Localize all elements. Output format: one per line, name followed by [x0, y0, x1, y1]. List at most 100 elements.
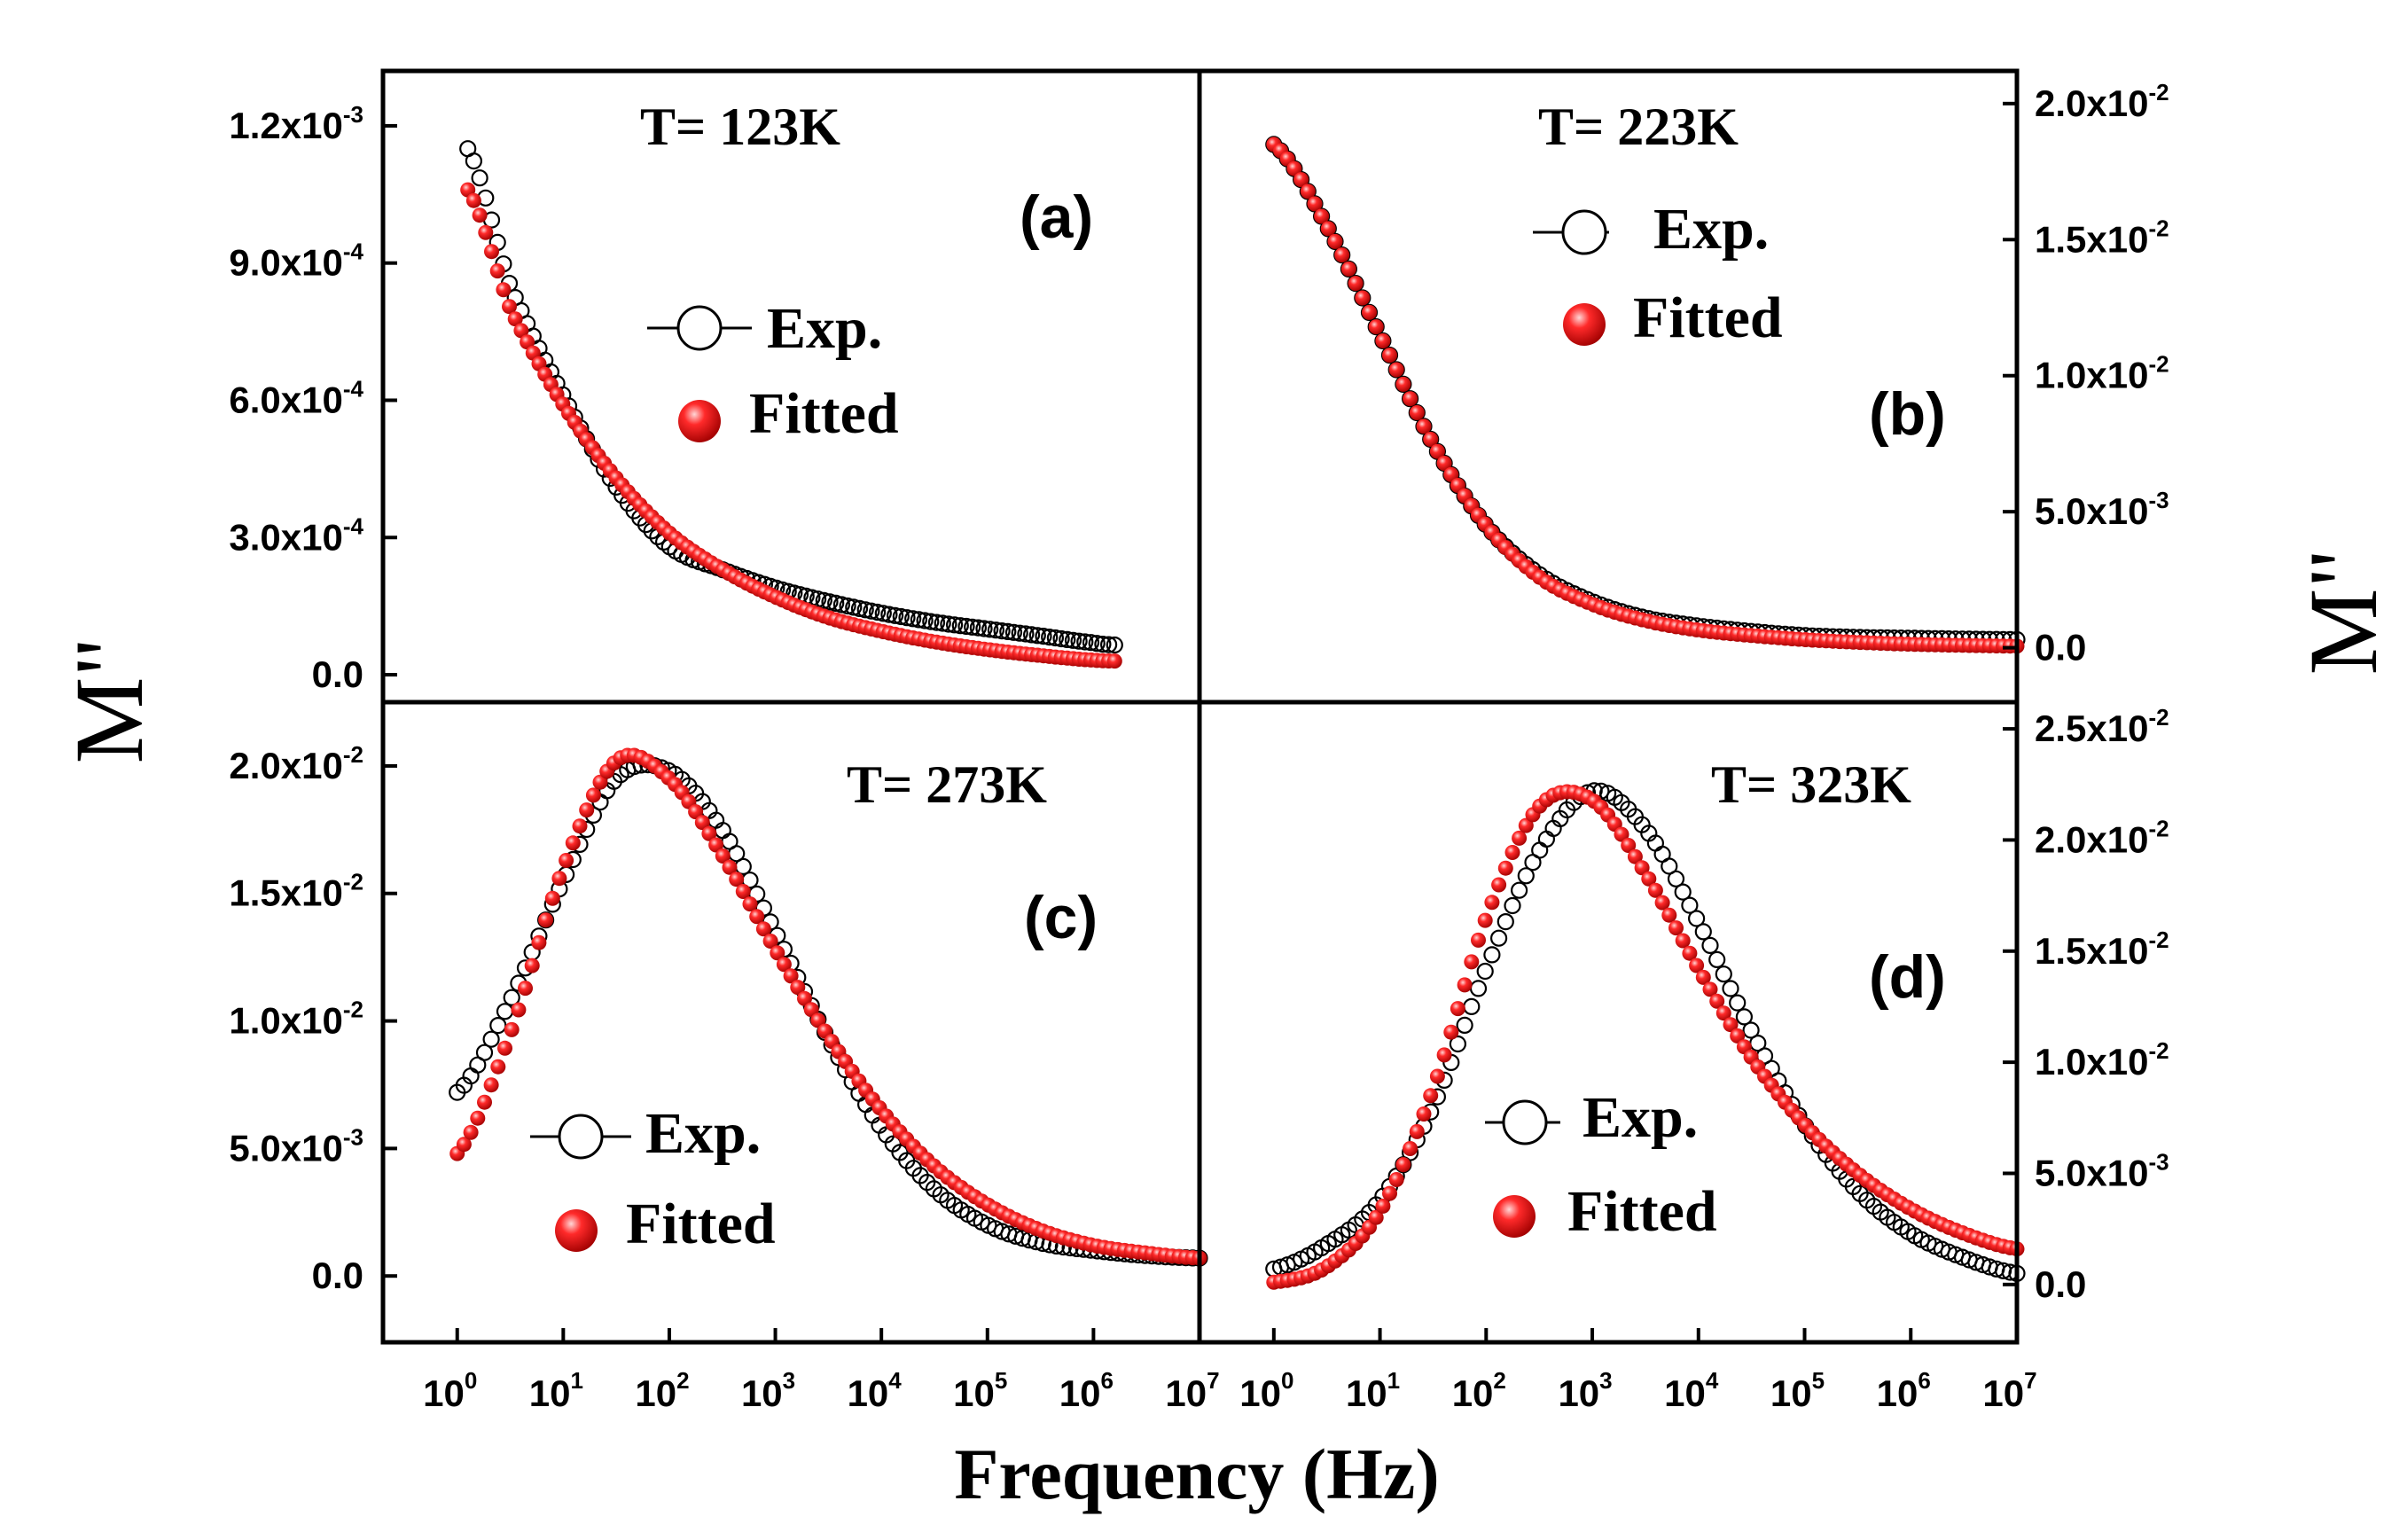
exp-point	[1742, 1021, 1760, 1039]
exp-point	[1456, 1016, 1473, 1035]
fitted-point	[1327, 233, 1343, 249]
panel-a-legend: Exp. Fitted	[647, 296, 899, 446]
fitted-point	[1382, 1185, 1397, 1201]
fitted-point	[749, 909, 765, 925]
fitted-point	[520, 334, 535, 350]
fitted-point	[1355, 290, 1371, 306]
fitted-point	[1675, 933, 1691, 949]
fitted-point	[1627, 848, 1643, 864]
fitted-point	[1668, 920, 1684, 936]
exp-point	[957, 617, 975, 636]
exp-point	[910, 611, 928, 629]
exp-point	[1035, 627, 1052, 645]
exp-point	[1106, 636, 1123, 654]
fitted-point	[490, 1059, 506, 1075]
x-tick-label: 102	[1452, 1367, 1506, 1414]
exp-point	[951, 617, 969, 635]
fitted-point	[735, 884, 751, 899]
exp-point	[821, 593, 839, 611]
x-tick-label: 100	[1239, 1367, 1293, 1414]
exp-point	[886, 606, 904, 624]
fitted-point	[463, 1124, 479, 1140]
fitted-point	[1106, 653, 1122, 669]
exp-point	[1729, 994, 1747, 1012]
exp-point	[1504, 896, 1521, 915]
exp-point	[465, 152, 483, 170]
exp-point	[475, 1044, 494, 1061]
exp-point	[868, 603, 887, 621]
exp-point	[916, 612, 934, 629]
fitted-point	[1614, 826, 1629, 842]
fitted-point	[1443, 1024, 1459, 1040]
exp-point	[1476, 962, 1494, 981]
exp-point	[1537, 830, 1556, 848]
panel-a-temperature: T= 123K	[640, 98, 840, 156]
fitted-point	[1409, 405, 1425, 420]
fitted-point	[551, 871, 567, 887]
y-tick-label: 3.0x10-4	[229, 512, 363, 558]
x-tick-label: 103	[1558, 1367, 1612, 1414]
y-tick-label: 5.0x10-3	[229, 1123, 363, 1169]
y-tick-label: 1.5x10-2	[229, 869, 363, 914]
fitted-point	[489, 263, 505, 279]
x-tick-label: 103	[741, 1367, 795, 1414]
fitted-point	[1368, 319, 1384, 335]
fitted-point	[1723, 1017, 1739, 1033]
panel-b-legend-fitted-label: Fitted	[1633, 285, 1783, 350]
fitted-point	[1654, 895, 1670, 911]
y-tick-label: 1.5x10-2	[2035, 215, 2169, 260]
fitted-point	[1320, 221, 1336, 237]
exp-point	[1046, 629, 1065, 647]
y-tick-label: 0.0	[312, 653, 363, 695]
fitted-point	[1518, 817, 1534, 833]
fitted-point	[497, 1040, 512, 1056]
panel-c-ticks: 0.0 5.0x10-3 1.0x10-2 1.5x10-2 2.0x10-2	[229, 741, 397, 1296]
fitted-point	[1477, 912, 1493, 928]
y-tick-label: 1.0x10-2	[229, 997, 363, 1042]
y-axis-title-left: M"	[55, 637, 163, 764]
x-tick-label: 106	[1059, 1367, 1114, 1414]
fitted-point	[507, 311, 523, 327]
fitted-point	[1471, 932, 1486, 948]
fitted-point	[797, 990, 812, 1006]
fitted-point	[504, 1021, 520, 1037]
exp-point	[993, 621, 1011, 640]
fitted-point	[790, 980, 806, 996]
fitted-point	[803, 1002, 819, 1018]
panel-a-ticks: 0.0 3.0x10-4 6.0x10-4 9.0x10-4 1.2x10-3	[229, 101, 397, 695]
exp-point	[482, 1030, 500, 1048]
fitted-point	[592, 774, 608, 790]
fitted-point	[708, 837, 724, 853]
fitted-point	[565, 835, 581, 851]
fitted-point	[513, 323, 529, 339]
panel-c-tag: (c)	[1024, 884, 1098, 951]
fitted-point	[559, 853, 574, 868]
exp-point	[1517, 867, 1535, 885]
fitted-point	[715, 848, 731, 864]
fitted-point	[688, 804, 704, 820]
exp-point	[1667, 870, 1685, 887]
fitted-point	[1702, 981, 1718, 997]
exp-point	[1041, 628, 1059, 646]
fitted-point	[1423, 432, 1439, 447]
fitted-point	[531, 934, 547, 950]
fitted-point	[1395, 376, 1411, 392]
exp-point	[975, 620, 993, 637]
fitted-point	[1429, 443, 1445, 459]
panel-d-ticks: 0.0 5.0x10-3 1.0x10-2 1.5x10-2 2.0x10-2 2.5x1…	[2003, 704, 2169, 1305]
y-tick-label: 5.0x10-3	[2035, 487, 2169, 532]
panel-a-legend-fitted-marker	[678, 400, 721, 442]
exp-point	[1483, 946, 1501, 964]
fitted-point	[518, 981, 533, 997]
panel-d-legend-exp-marker	[1502, 1099, 1548, 1145]
x-axis-title: Frequency (Hz)	[954, 1434, 1439, 1514]
exp-point	[839, 597, 856, 615]
y-tick-label: 2.0x10-2	[2035, 815, 2169, 860]
exp-point	[845, 598, 863, 616]
fitted-point	[465, 192, 481, 208]
exp-point	[1449, 1035, 1467, 1053]
fitted-point	[1362, 304, 1377, 320]
exp-point	[1694, 923, 1712, 941]
fitted-point	[1497, 860, 1513, 876]
